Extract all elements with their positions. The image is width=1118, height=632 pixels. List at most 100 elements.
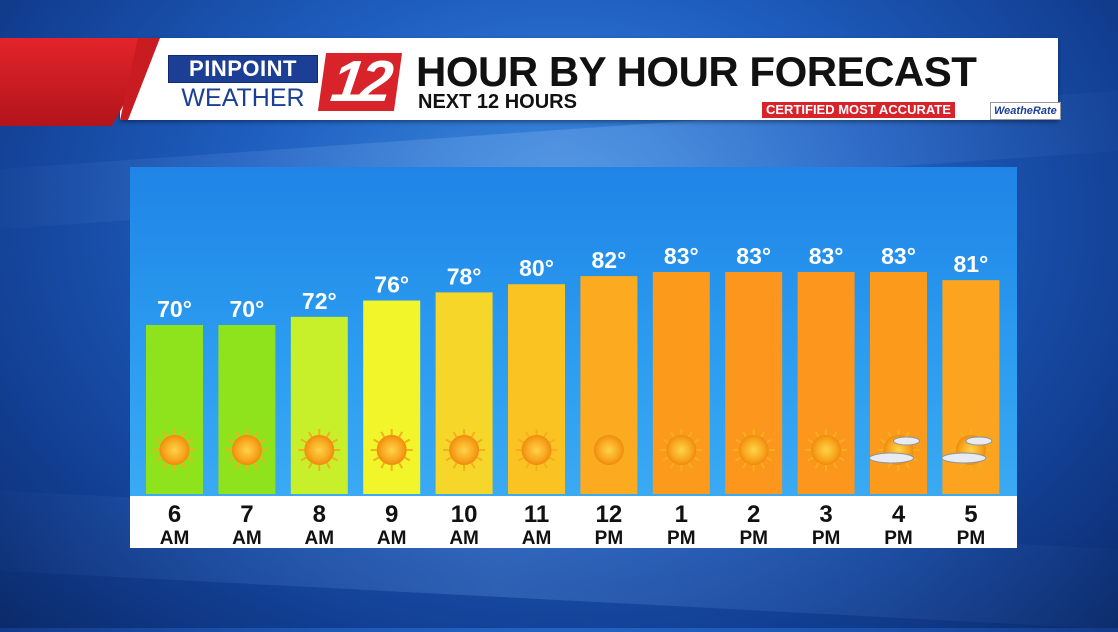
partly-cloudy-icon — [869, 429, 920, 471]
tick-label-period: PM — [739, 528, 768, 549]
data-label: 83° — [664, 243, 699, 269]
sun-disc — [666, 435, 697, 465]
sun-ray — [879, 438, 887, 444]
sun-disc — [738, 435, 769, 465]
sun-ray — [373, 438, 380, 444]
sun-ray — [325, 431, 331, 438]
tick-label-hour: 5 — [964, 501, 977, 528]
sun-ray — [325, 462, 331, 469]
sun-ray — [814, 462, 820, 469]
sun-ray — [300, 438, 307, 444]
data-label: 81° — [954, 251, 989, 277]
sun-ray — [398, 462, 404, 469]
data-label: 83° — [736, 243, 771, 269]
sun-ray — [977, 431, 983, 438]
sun-ray — [662, 438, 669, 444]
sunny-icon — [515, 429, 558, 471]
data-label: 70° — [230, 296, 265, 322]
sun-ray — [832, 431, 838, 438]
cloud — [965, 436, 993, 446]
sun-ray — [380, 431, 386, 438]
sun-disc — [231, 435, 262, 465]
sun-ray — [404, 456, 411, 462]
sun-ray — [307, 462, 313, 469]
sun-ray — [760, 462, 766, 469]
tick-label-hour: 2 — [747, 501, 760, 528]
sun-ray — [548, 456, 556, 462]
sun-disc — [449, 435, 480, 465]
sun-ray — [959, 431, 965, 438]
tick-label-period: AM — [449, 528, 479, 549]
sun-ray — [669, 431, 675, 438]
sun-ray — [977, 462, 983, 469]
sun-ray — [228, 456, 235, 462]
sun-ray — [155, 456, 163, 462]
tick-label-period: AM — [305, 528, 335, 549]
sunny-icon — [587, 429, 630, 471]
sun-ray — [186, 456, 194, 462]
certified-badge: CERTIFIED MOST ACCURATE — [762, 102, 955, 118]
data-label: 82° — [592, 247, 627, 273]
sun-ray — [525, 462, 530, 469]
data-label: 76° — [374, 272, 409, 298]
sun-ray — [259, 438, 266, 444]
logo-weather: WEATHER — [181, 84, 305, 112]
sun-ray — [905, 462, 910, 469]
sunny-icon — [225, 429, 268, 471]
sun-ray — [452, 431, 458, 438]
sun-ray — [693, 438, 700, 444]
sun-ray — [517, 438, 525, 444]
sun-ray — [615, 431, 621, 438]
sun-disc — [811, 435, 842, 465]
tick-label-period: PM — [595, 528, 624, 549]
sun-ray — [235, 462, 241, 469]
sun-ray — [590, 456, 597, 462]
sun-ray — [693, 456, 700, 462]
sun-ray — [543, 431, 548, 438]
cloud — [893, 436, 920, 446]
partly-cloudy-icon — [941, 429, 993, 471]
data-label: 83° — [881, 243, 916, 269]
sun-ray — [832, 462, 838, 469]
tick-label-hour: 10 — [451, 501, 478, 528]
tick-label-hour: 7 — [240, 501, 253, 528]
sun-ray — [404, 438, 411, 444]
tick-label-period: PM — [812, 528, 841, 549]
sun-ray — [476, 456, 483, 462]
sunny-icon — [298, 429, 341, 471]
tick-label-period: PM — [957, 528, 986, 549]
sun-ray — [807, 438, 814, 444]
sun-ray — [662, 456, 669, 462]
sun-ray — [959, 462, 965, 469]
sun-ray — [445, 438, 452, 444]
sun-ray — [398, 431, 404, 438]
sun-ray — [742, 462, 748, 469]
tick-label-period: AM — [160, 528, 190, 549]
tick-label-hour: 3 — [819, 501, 832, 528]
sunny-icon — [660, 429, 703, 471]
sunny-icon — [153, 429, 196, 471]
sun-ray — [760, 431, 766, 438]
sun-ray — [814, 431, 820, 438]
tick-label-period: PM — [667, 528, 696, 549]
sun-ray — [621, 456, 628, 462]
sun-ray — [615, 462, 621, 469]
cloud — [869, 452, 914, 464]
sunny-icon — [443, 429, 486, 471]
sun-ray — [331, 438, 338, 444]
sun-ray — [373, 456, 380, 462]
sun-ray — [380, 462, 386, 469]
sun-ray — [476, 438, 483, 444]
sun-ray — [597, 431, 603, 438]
sun-ray — [163, 431, 168, 438]
sun-disc — [521, 435, 552, 465]
sunny-icon — [370, 429, 413, 471]
sun-disc — [159, 435, 190, 465]
sun-ray — [735, 456, 742, 462]
page-title: HOUR BY HOUR FORECAST — [416, 48, 977, 95]
sun-ray — [905, 431, 910, 438]
hour-labels-strip — [130, 496, 1017, 548]
sunny-icon — [732, 429, 775, 471]
tick-label-hour: 12 — [596, 501, 623, 528]
